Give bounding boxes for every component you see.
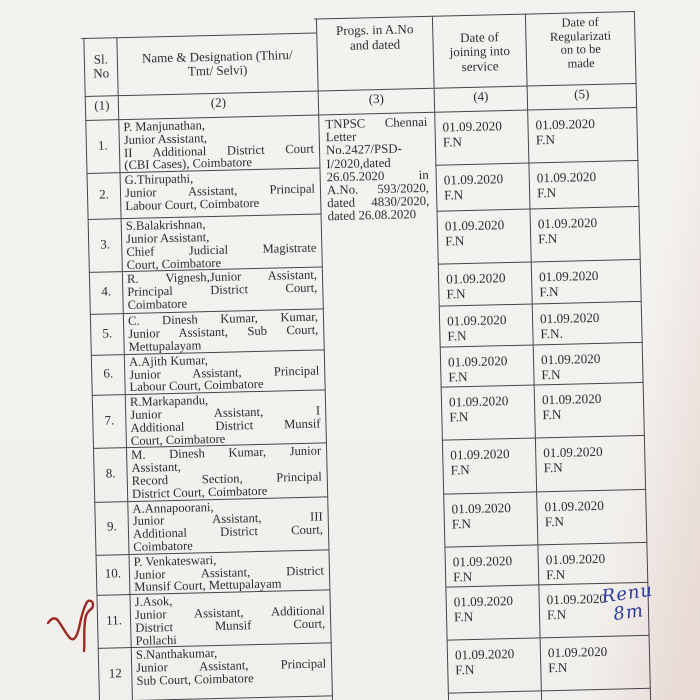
col-number-1: (1) <box>85 95 119 121</box>
table-sheet: Sl. No Name & Designation (Thiru/Tmt/ Sel… <box>77 11 652 700</box>
cell-sl-no: 11. <box>96 594 132 649</box>
cell-sl-no: 7. <box>92 394 127 449</box>
cell-name-designation: R.Markapandu, Junior Assistant, I Addition… <box>125 390 327 448</box>
cell-name-designation: R. Vignesh,Junior Assistant, Principal Di… <box>122 267 324 315</box>
col-number-3: (3) <box>318 88 435 115</box>
cell-name-designation: S.Nanthakumar, Junior Assistant, Principa… <box>131 643 333 700</box>
cell-name-designation: G.Thirupathi, Junior Assistant, Principal… <box>120 168 322 219</box>
handwritten-line-2: 8m <box>612 600 646 626</box>
cell-progs: TNPSC Chennai Letter No.2427/PSD- I/2020,da… <box>318 112 450 700</box>
cell-sl-no: 10. <box>96 554 130 596</box>
cell-sl-no: 12 <box>98 647 133 700</box>
cell-name-designation: A.Annapoorani, Junior Assistant, III Addit… <box>127 496 329 555</box>
cell-name-designation: P. Manjunathan, Junior Assistant, II Addit… <box>118 114 320 173</box>
col-header-date-joining: Date of joining into service <box>432 14 528 89</box>
cell-sl-no: 8. <box>93 447 128 502</box>
cell-sl-no: 6. <box>91 354 126 396</box>
cell-name-designation: M. Dinesh Kumar, Junior Assistant, Record … <box>126 443 328 502</box>
handwritten-note: Renu 8m <box>600 580 657 626</box>
cell-sl-no: 9. <box>94 501 130 556</box>
cell-name-designation: P. Venkateswari, Junior Assistant, Distri… <box>129 549 330 595</box>
cell-date-regularization: 01.09.2020 F.N. <box>532 301 643 345</box>
cell-name-designation: S.Balakrishnan, Junior Assistant, Chief Ju… <box>121 214 323 273</box>
cell-name-designation: C. Dinesh Kumar, Kumar, Junior Assistant,… <box>123 309 325 355</box>
cell-sl-no: 3. <box>88 218 123 273</box>
cell-name-designation: A.Ajith Kumar, Junior Assistant, Principa… <box>124 349 326 395</box>
cell-name-designation: J.Asok, Junior Assistant, Additional Distr… <box>129 589 332 648</box>
posting-table: Sl. No Name & Designation (Thiru/Tmt/ Sel… <box>83 11 652 700</box>
col-header-progs: Progs. in A.No and dated <box>316 16 435 91</box>
col-header-date-regularization: Date of Regularizati on to be made <box>525 11 637 87</box>
table-body: 1. P. Manjunathan, Junior Assistant, II Add… <box>85 107 652 700</box>
col-number-5: (5) <box>527 83 637 111</box>
cell-sl-no: 5. <box>90 314 125 356</box>
cell-sl-no: 4. <box>89 272 124 315</box>
red-tick-mark <box>46 599 95 653</box>
col-number-4: (4) <box>434 86 528 113</box>
cell-sl-no: 1. <box>85 119 121 174</box>
cell-sl-no: 2. <box>87 172 122 220</box>
